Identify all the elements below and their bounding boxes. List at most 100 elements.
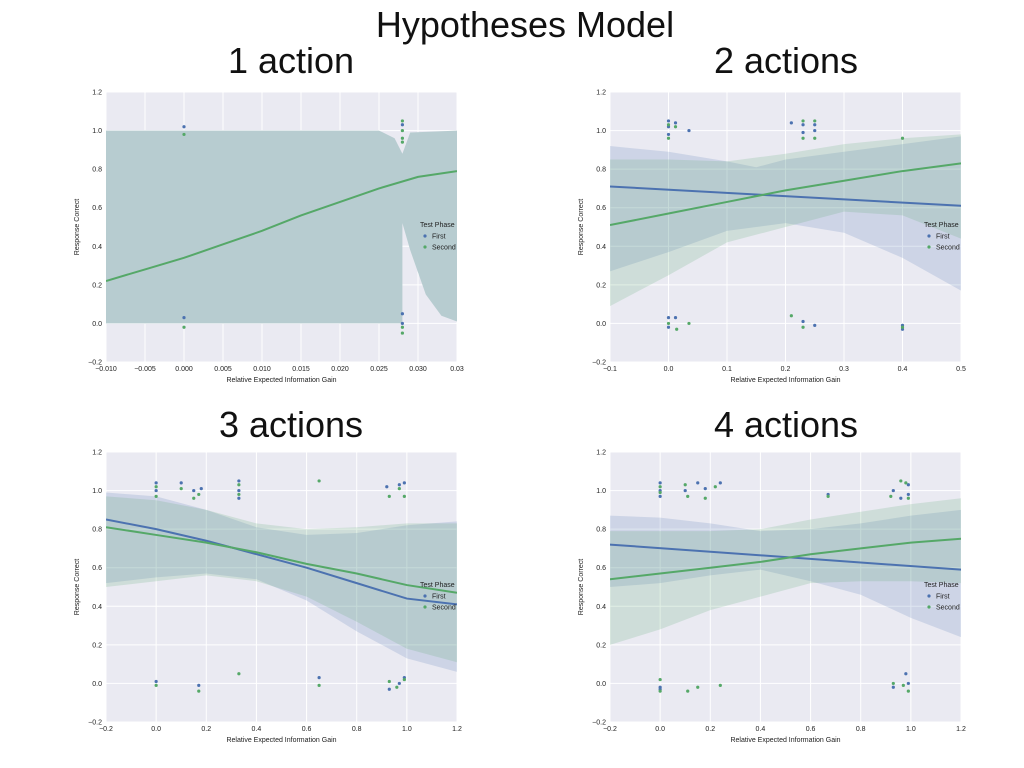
data-point-second [317, 683, 321, 687]
y-tick-label: 0.0 [596, 681, 606, 688]
data-point-first [899, 496, 903, 500]
panel-title-1: 1 action [227, 40, 355, 81]
x-tick-label: 0.5 [956, 366, 966, 373]
chart-3: −0.2 0.0 0.2 0.4 0.6 0.8 1.0 1.2 −0.2 0.0 0.2 0.4 0.… [74, 450, 462, 745]
data-point-first [666, 316, 671, 320]
data-point-first [317, 676, 321, 680]
x-axis-label: Relative Expected Information Gain [730, 377, 840, 384]
data-point-second [400, 331, 404, 335]
y-tick-label: 0.8 [596, 167, 606, 174]
y-tick-label: 0.6 [596, 205, 606, 212]
x-tick-label: 1.0 [402, 726, 412, 733]
y-tick-label: 0.4 [596, 244, 606, 251]
fit-line-second [106, 170, 457, 282]
x-axis-label: Relative Expected Information Gain [226, 737, 336, 744]
data-point-second [197, 689, 201, 693]
x-tick-label: −0.1 [603, 366, 617, 373]
fit-line-first [106, 518, 457, 606]
y-tick-label: 1.0 [92, 128, 102, 135]
data-point-second [666, 123, 671, 127]
x-tick-label: −0.010 [95, 366, 117, 373]
x-tick-label: 0.010 [253, 366, 271, 373]
data-point-second [387, 494, 391, 498]
data-point-second [900, 136, 905, 140]
data-point-first [801, 130, 805, 135]
data-point-second [675, 327, 679, 331]
data-point-second [801, 136, 805, 140]
chart-4: −0.2 0.0 0.2 0.4 0.6 0.8 1.0 1.2 −0.2 0.0 0.2 0.4 0.… [578, 450, 966, 745]
fit-line-second [610, 162, 961, 227]
plot-background [610, 452, 961, 722]
data-point-second [703, 496, 707, 500]
legend-marker-first [423, 234, 427, 238]
data-point-second [891, 681, 895, 686]
data-point-first [237, 479, 241, 483]
data-point-second [400, 140, 404, 144]
data-point-first [658, 494, 662, 498]
data-point-first [199, 487, 203, 491]
data-point-second [906, 496, 910, 500]
data-point-first [718, 481, 722, 485]
y-tick-label: 1.2 [92, 450, 102, 457]
confidence-band-second [610, 134, 961, 307]
data-point-second [899, 479, 903, 483]
data-point-second [696, 685, 700, 689]
x-tick-label: −0.005 [134, 366, 156, 373]
plot-background [106, 452, 457, 722]
data-point-first [385, 485, 389, 489]
data-point-second [900, 325, 905, 329]
data-point-second [397, 487, 401, 491]
data-point-second [901, 683, 905, 687]
y-tick-label: 0.4 [92, 244, 102, 251]
chart-1: −0.010 −0.005 0.000 0.005 0.010 0.015 0.020 0.0… [74, 90, 464, 385]
y-tick-label: 0.0 [92, 321, 102, 328]
x-tick-label: 0.8 [352, 726, 362, 733]
data-point-first [801, 319, 805, 324]
y-tick-label: −0.2 [592, 360, 606, 367]
x-tick-label: 0.000 [175, 366, 193, 373]
data-point-second [906, 689, 910, 693]
data-point-first [813, 323, 817, 327]
legend-entry-first: First [936, 234, 950, 241]
data-point-first [673, 316, 678, 320]
confidence-band-first [610, 509, 961, 638]
x-tick-label: 0.4 [756, 726, 766, 733]
x-tick-label: 0.8 [856, 726, 866, 733]
data-point-first [237, 488, 241, 493]
fit-line-second [106, 526, 457, 594]
data-point-first [658, 481, 662, 485]
y-tick-label: 0.8 [92, 527, 102, 534]
data-point-second [387, 679, 391, 684]
y-axis-label: Response Correct [578, 199, 585, 255]
fit-line-first [610, 185, 961, 207]
y-tick-label: 0.6 [596, 565, 606, 572]
fit-line-second [610, 537, 961, 581]
x-axis-label: Relative Expected Information Gain [730, 737, 840, 744]
data-point-second [683, 483, 687, 487]
legend-marker-second [423, 245, 427, 249]
legend-entry-second: Second [936, 605, 960, 612]
x-tick-label: 0.6 [806, 726, 816, 733]
x-tick-label: 0.015 [292, 366, 310, 373]
legend-entry-second: Second [432, 605, 456, 612]
data-point-second [237, 483, 241, 487]
x-tick-label: 1.2 [452, 726, 462, 733]
x-tick-label: 1.2 [956, 726, 966, 733]
data-point-second [182, 132, 186, 137]
y-tick-label: −0.2 [592, 720, 606, 727]
data-point-second [658, 490, 662, 495]
main-title: Hypotheses Model [375, 4, 675, 45]
data-point-first [801, 123, 805, 127]
y-tick-label: 1.2 [596, 450, 606, 457]
data-point-first [237, 496, 241, 500]
panel-title-3: 3 actions [218, 404, 364, 445]
y-tick-label: −0.2 [88, 360, 102, 367]
data-point-second [197, 492, 201, 497]
legend-entry-first: First [432, 234, 446, 241]
data-point-first [673, 121, 678, 125]
data-point-second [317, 479, 321, 483]
x-tick-label: 1.0 [906, 726, 916, 733]
data-point-second [889, 494, 893, 498]
x-tick-label: 0.2 [705, 726, 715, 733]
y-axis-label: Response Correct [74, 199, 81, 255]
